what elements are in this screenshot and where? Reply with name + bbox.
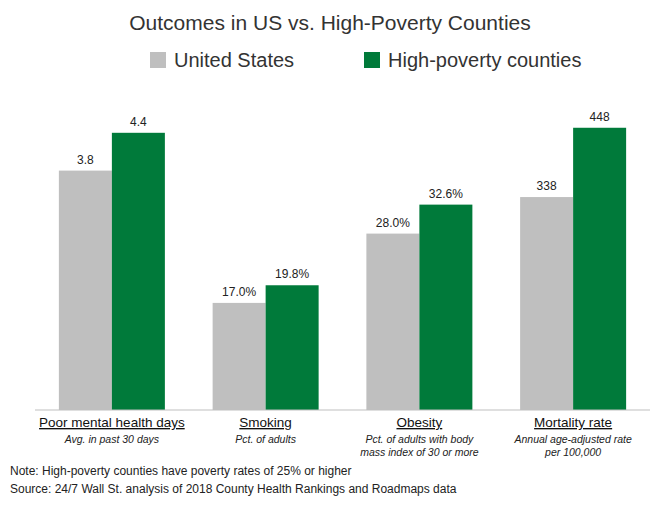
data-label: 4.4 — [130, 115, 147, 129]
data-label: 3.8 — [77, 153, 94, 167]
category-label: Smoking — [239, 415, 292, 430]
category-sublabel-line: Avg. in past 30 days — [64, 433, 160, 445]
category-sublabel-line: Pct. of adults — [235, 433, 296, 445]
bar — [59, 171, 112, 410]
annotation: Source: 24/7 Wall St. analysis of 2018 C… — [10, 482, 457, 496]
chart: Outcomes in US vs. High-Poverty Counties… — [0, 0, 660, 516]
legend-label: High-poverty counties — [388, 49, 581, 71]
annotation: Note: High-poverty counties have poverty… — [10, 464, 352, 478]
data-label: 17.0% — [222, 285, 256, 299]
title: Outcomes in US vs. High-Poverty Counties — [129, 11, 530, 34]
bar — [573, 128, 626, 410]
legend-swatch — [364, 52, 380, 68]
data-label: 19.8% — [275, 267, 309, 281]
bar — [213, 303, 266, 410]
legend-swatch — [150, 52, 166, 68]
category-label: Obesity — [396, 415, 442, 430]
bar — [112, 133, 165, 410]
category-label: Poor mental health days — [39, 415, 185, 430]
data-label: 338 — [537, 179, 557, 193]
category-sublabel: Annual age-adjusted rateper 100,000 — [513, 433, 631, 458]
data-label: 28.0% — [376, 216, 410, 230]
category-sublabel: Pct. of adults with bodymass index of 30… — [360, 433, 479, 458]
category-sublabel-line: mass index of 30 or more — [360, 446, 479, 458]
category-sublabel-line: Pct. of adults with body — [365, 433, 474, 445]
bars — [59, 128, 626, 410]
data-label: 32.6% — [429, 187, 463, 201]
category-sublabel-line: Annual age-adjusted rate — [513, 433, 631, 445]
data-label: 448 — [590, 110, 610, 124]
baseline — [35, 410, 650, 411]
bar — [520, 197, 573, 410]
bar — [419, 205, 472, 410]
category-sublabel: Pct. of adults — [235, 433, 296, 445]
bar — [366, 234, 419, 410]
legend-label: United States — [174, 49, 294, 71]
category-sublabel-line: per 100,000 — [544, 446, 601, 458]
bar — [266, 285, 319, 410]
category-sublabel: Avg. in past 30 days — [64, 433, 160, 445]
category-label: Mortality rate — [534, 415, 612, 430]
texts: Outcomes in US vs. High-Poverty Counties… — [10, 11, 632, 496]
